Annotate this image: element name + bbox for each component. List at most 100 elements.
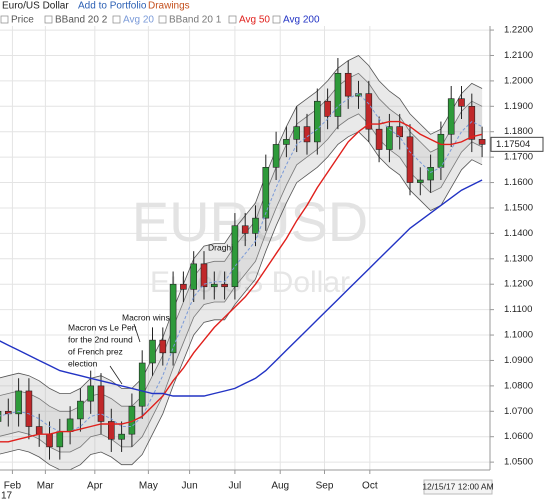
candle-body	[180, 283, 187, 290]
y-tick-label: 1.1600	[504, 177, 533, 188]
series-line	[0, 179, 483, 397]
legend-label: Avg 20	[123, 15, 154, 26]
candle-body	[303, 126, 311, 143]
candle-body	[313, 100, 321, 143]
legend-checkbox	[44, 15, 53, 24]
x-tick-label: Aug	[271, 481, 289, 492]
candle-body	[77, 400, 84, 420]
candle-body	[221, 283, 228, 288]
y-tick-label: 1.1700	[504, 152, 533, 163]
x-tick-label: May	[139, 481, 158, 492]
y-tick-label: 1.1800	[504, 126, 533, 137]
candle-body	[46, 433, 53, 448]
y-tick-label: 1.1500	[504, 202, 533, 213]
axes: 1.0500 1.0600 1.0700 1.0800 1.0900 1.1000 1.11…	[0, 15, 544, 501]
candle-body	[118, 433, 125, 440]
legend-checkbox	[228, 15, 237, 24]
y-tick-label: 1.2100	[504, 50, 533, 61]
candle-body	[437, 133, 445, 168]
legend-checkbox	[158, 15, 167, 24]
candle-body	[478, 139, 486, 145]
x-tick-label: Jun	[182, 481, 198, 492]
watermark: EURUSD	[132, 190, 368, 253]
y-tick-label: 1.1300	[504, 253, 533, 264]
candle-body	[427, 167, 434, 181]
candle-body	[241, 225, 249, 234]
candle-body	[25, 390, 33, 427]
legend-label: Avg 200	[283, 15, 320, 26]
legend-checkbox	[112, 15, 121, 24]
chart-title: Euro/US Dollar	[2, 1, 69, 12]
date-box	[423, 479, 493, 495]
y-tick-label: 1.1900	[504, 101, 533, 112]
series-line	[0, 131, 483, 470]
candle-body	[262, 167, 270, 219]
date-label: 12/15/17 12:00 AM	[422, 481, 493, 491]
candle-body	[396, 126, 404, 138]
candle-body	[66, 418, 74, 432]
series-line	[0, 120, 483, 443]
candle-body	[272, 144, 280, 168]
candle-body	[416, 179, 424, 183]
annotation: of French prez	[68, 346, 123, 356]
y-tick-label: 1.2000	[504, 75, 533, 86]
y-tick-label: 1.1000	[504, 330, 533, 341]
legend-label: Price	[11, 15, 34, 26]
y-tick-label: 1.0500	[504, 457, 533, 468]
legend-label: Avg 50	[239, 15, 270, 26]
candle-body	[231, 225, 239, 288]
x-tick-label: Mar	[37, 481, 55, 492]
drawings-link[interactable]: Drawings	[148, 1, 190, 12]
x-tick-label: Sep	[316, 481, 334, 492]
legend-checkbox	[272, 15, 281, 24]
y-tick-label: 1.2200	[504, 25, 533, 36]
candle-body	[386, 126, 393, 150]
candle-body	[406, 136, 414, 183]
x-tick-label: Feb	[4, 481, 22, 492]
candle-body	[159, 339, 167, 354]
candle-body	[334, 72, 342, 117]
candle-body	[169, 283, 177, 354]
candle-body	[447, 98, 455, 135]
add-to-portfolio-link[interactable]: Add to Portfolio	[78, 1, 147, 12]
annotation: Macron vs Le Pen	[68, 322, 137, 332]
candle-body	[324, 100, 331, 117]
legend-label: BBand 20 1	[169, 15, 222, 26]
band-fill	[0, 73, 483, 452]
year-label: 17	[1, 491, 13, 501]
x-tick-label: Jul	[229, 481, 242, 492]
candle-body	[211, 283, 218, 288]
candle-body	[375, 128, 383, 150]
annotation: for the 2nd round	[68, 334, 133, 344]
annotation-arrow	[133, 323, 141, 343]
candle-body	[365, 93, 373, 130]
candle-body	[190, 263, 197, 290]
candle-body	[56, 431, 64, 448]
candle-body	[149, 339, 156, 364]
candle-body	[35, 426, 43, 435]
candle-body	[87, 385, 94, 402]
y-tick-label: 1.1400	[504, 228, 533, 239]
candle-body	[344, 72, 352, 97]
band-fill	[0, 55, 483, 470]
series-line	[0, 55, 483, 394]
annotation: election	[68, 358, 98, 368]
candle-body	[138, 362, 146, 407]
legend-label: BBand 20 2	[55, 15, 108, 26]
candle-body	[283, 139, 290, 145]
series-line	[0, 113, 483, 453]
y-tick-label: 1.0600	[504, 431, 533, 442]
y-tick-label: 1.0800	[504, 380, 533, 391]
candle-body	[0, 410, 2, 422]
candle-body	[458, 98, 465, 107]
x-tick-label: Apr	[87, 481, 103, 492]
candle-body	[15, 390, 22, 415]
candle-body	[468, 106, 476, 140]
x-tick-label: Oct	[362, 481, 378, 492]
candle-body	[108, 421, 115, 440]
annotation-arrow	[109, 365, 123, 385]
